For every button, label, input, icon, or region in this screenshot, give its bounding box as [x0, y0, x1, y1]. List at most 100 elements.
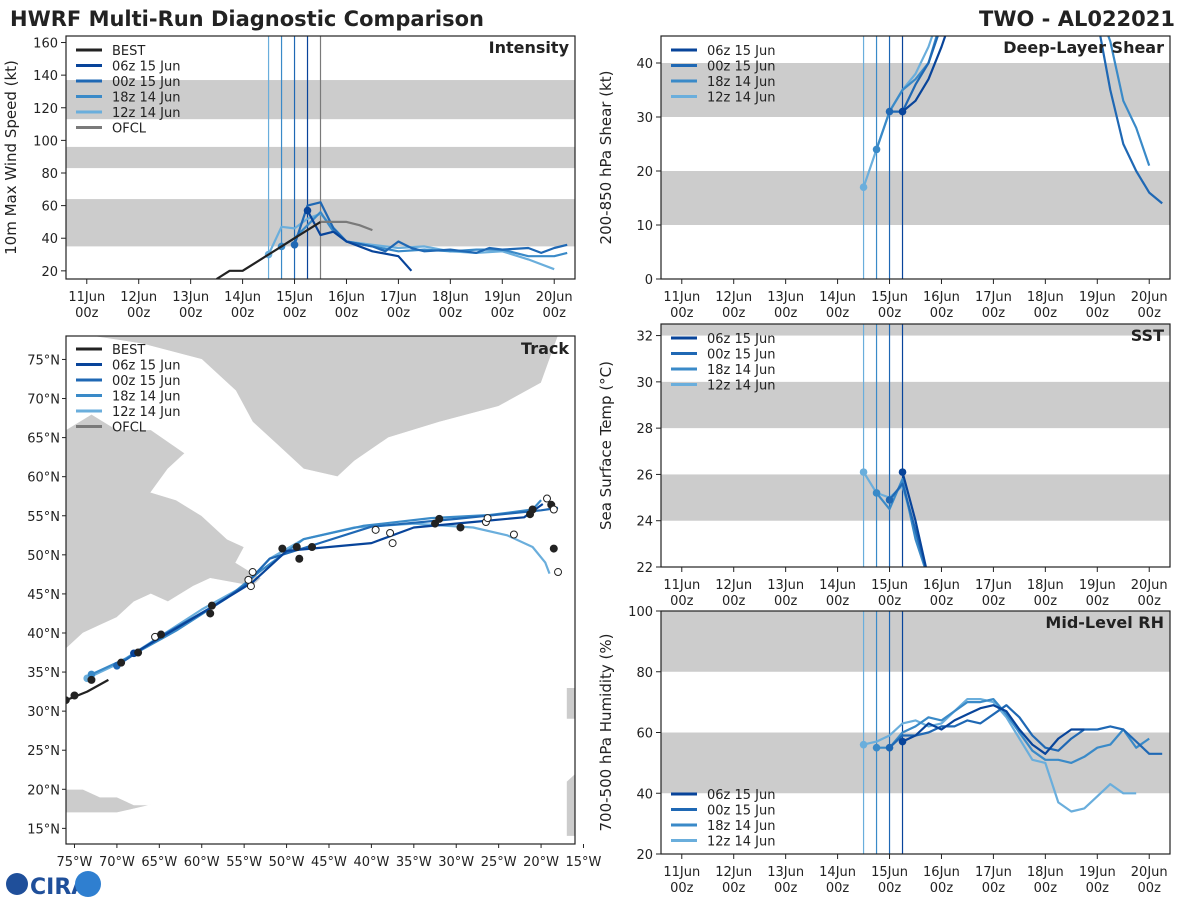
shaded-band: [661, 611, 1170, 672]
lon-tick-label: 55°W: [226, 855, 262, 870]
shaded-band: [661, 732, 1170, 794]
legend-label: 00z 15 Jun: [707, 60, 776, 75]
series-line: [216, 220, 322, 279]
x-tick-date: 12Jun: [715, 865, 752, 880]
x-tick-date: 15Jun: [871, 865, 908, 880]
axes-frame: [65, 35, 576, 280]
shaded-band: [661, 171, 1170, 225]
x-tick-hour: 00z: [1138, 881, 1162, 896]
axes-frame: [660, 610, 1171, 855]
y-tick-label: 26: [636, 468, 653, 483]
y-tick-label: 40: [41, 232, 58, 247]
series-line: [267, 212, 555, 271]
series-line: [1107, 36, 1151, 166]
track-position-marker: [206, 609, 215, 618]
x-tick-date: 16Jun: [923, 865, 960, 880]
y-tick-label: 60: [41, 200, 58, 215]
track-position-marker: [207, 601, 216, 610]
init-marker: [290, 240, 299, 249]
legend-label: 18z 14 Jun: [707, 819, 776, 834]
lat-tick-label: 35°N: [27, 666, 60, 681]
legend-label: 12z 14 Jun: [707, 835, 776, 850]
x-tick-hour: 00z: [722, 881, 746, 896]
x-tick-hour: 00z: [930, 594, 954, 609]
init-marker: [859, 740, 868, 749]
x-tick-hour: 00z: [670, 594, 694, 609]
series-line: [901, 36, 947, 113]
track-position-marker: [117, 658, 126, 667]
axes-frame: [660, 323, 1171, 568]
x-tick-date: 11Jun: [663, 290, 700, 305]
x-tick-date: 18Jun: [432, 290, 469, 305]
lon-tick-label: 65°W: [141, 855, 177, 870]
shaded-band: [661, 324, 1170, 336]
init-marker: [872, 489, 881, 497]
x-tick-date: 20Jun: [536, 290, 573, 305]
y-tick-label: 0: [645, 273, 653, 288]
y-tick-label: 40: [636, 787, 653, 802]
x-tick-hour: 00z: [283, 306, 307, 321]
track-position-marker: [435, 514, 444, 523]
x-tick-date: 19Jun: [1079, 865, 1116, 880]
map-frame: [65, 335, 576, 845]
landmass: [66, 788, 151, 821]
y-tick-label: 20: [41, 265, 58, 280]
lat-tick-label: 20°N: [27, 783, 60, 798]
sst-panel: 22242628303211Jun00z12Jun00z13Jun00z14Ju…: [597, 323, 1171, 609]
x-tick-date: 19Jun: [1079, 578, 1116, 593]
x-tick-hour: 00z: [1034, 881, 1058, 896]
track-start-marker: [87, 670, 96, 679]
x-tick-hour: 00z: [722, 306, 746, 321]
legend-label: 12z 14 Jun: [112, 405, 181, 420]
x-tick-date: 16Jun: [328, 290, 365, 305]
legend-label: 06z 15 Jun: [112, 60, 181, 75]
x-tick-hour: 00z: [774, 594, 798, 609]
lon-tick-label: 30°W: [438, 855, 474, 870]
shaded-band: [661, 381, 1170, 429]
track-position-marker: [308, 543, 317, 552]
lon-tick-label: 45°W: [311, 855, 347, 870]
legend-label: 00z 15 Jun: [707, 804, 776, 819]
x-tick-hour: 00z: [439, 306, 463, 321]
track-position-marker: [157, 630, 166, 639]
x-tick-date: 20Jun: [1131, 290, 1168, 305]
shaded-band: [661, 474, 1170, 521]
init-marker: [872, 145, 881, 154]
init-marker: [885, 743, 894, 752]
storm-id: TWO - AL022021: [979, 7, 1175, 31]
x-tick-date: 15Jun: [871, 290, 908, 305]
y-tick-label: 24: [636, 515, 653, 530]
y-tick-label: 100: [33, 134, 58, 149]
x-tick-date: 19Jun: [1079, 290, 1116, 305]
y-tick-label: 30: [636, 376, 653, 391]
track-position-marker: [528, 505, 537, 514]
logo-emblem-icon: [75, 871, 101, 897]
x-tick-date: 18Jun: [1027, 865, 1064, 880]
init-marker: [898, 107, 907, 116]
lon-tick-label: 60°W: [184, 855, 220, 870]
x-tick-date: 12Jun: [120, 290, 157, 305]
rh-panel: 2040608010011Jun00z12Jun00z13Jun00z14Jun…: [597, 605, 1171, 896]
x-tick-hour: 00z: [75, 306, 99, 321]
y-tick-label: 120: [33, 102, 58, 117]
lon-tick-label: 20°W: [523, 855, 559, 870]
y-tick-label: 60: [636, 727, 653, 742]
lat-tick-label: 45°N: [27, 588, 60, 603]
y-tick-label: 30: [636, 111, 653, 126]
panel-label: Intensity: [489, 38, 570, 57]
x-tick-hour: 00z: [670, 306, 694, 321]
lat-tick-label: 40°N: [27, 627, 60, 642]
legend-label: 00z 15 Jun: [112, 374, 181, 389]
track-position-marker: [483, 514, 492, 523]
y-tick-label: 160: [33, 37, 58, 52]
lon-tick-label: 70°W: [99, 855, 135, 870]
track-position-marker: [386, 528, 395, 537]
legend-label: 12z 14 Jun: [112, 106, 181, 121]
logo-globe-icon: [6, 873, 28, 895]
x-tick-date: 20Jun: [1131, 578, 1168, 593]
x-tick-hour: 00z: [179, 306, 203, 321]
x-tick-date: 12Jun: [715, 290, 752, 305]
y-tick-label: 80: [41, 167, 58, 182]
series-line: [902, 704, 1085, 755]
lon-tick-label: 40°W: [353, 855, 389, 870]
